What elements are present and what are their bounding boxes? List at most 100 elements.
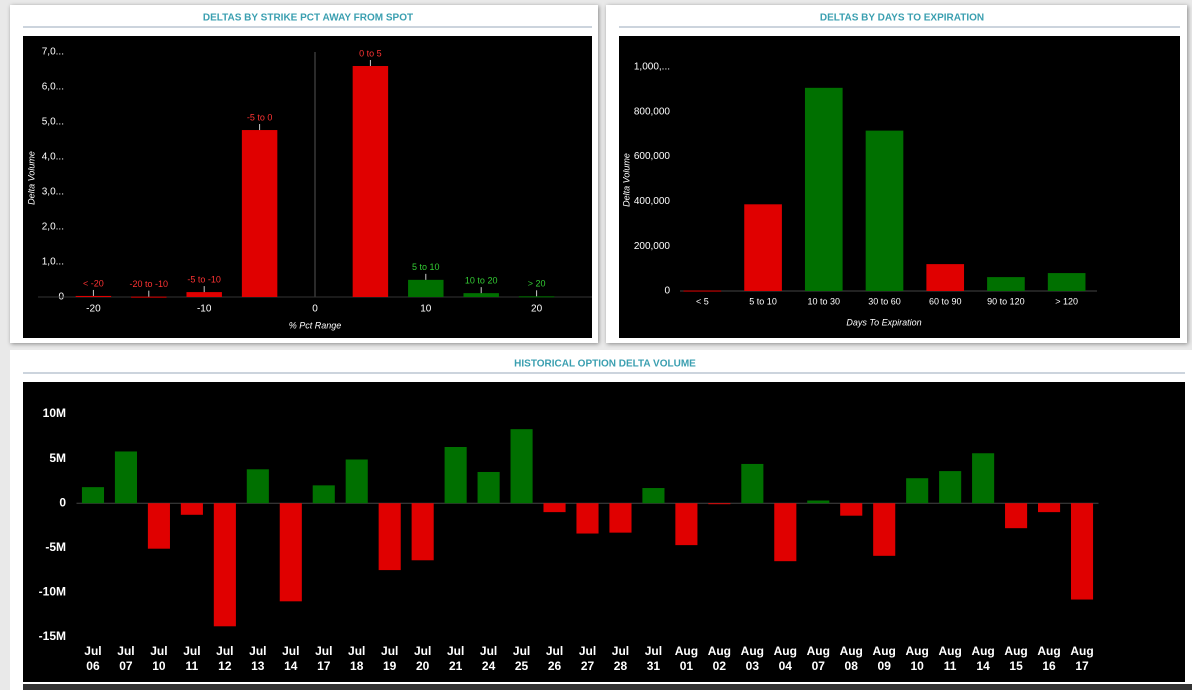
y-tick-label: 3,0... xyxy=(42,187,64,198)
bar xyxy=(114,451,137,504)
bar xyxy=(1038,503,1061,513)
bar xyxy=(807,500,830,504)
bar xyxy=(75,295,112,297)
x-tick-label: Aug 17 xyxy=(1070,644,1094,673)
bar xyxy=(865,130,904,291)
x-axis-label: Days To Expiration xyxy=(846,317,921,327)
x-tick-label: Jul 27 xyxy=(578,644,597,673)
bar xyxy=(213,503,236,627)
bar xyxy=(840,503,863,516)
bar xyxy=(378,503,401,571)
y-tick-label: 5M xyxy=(49,451,66,465)
x-tick-label: Aug 15 xyxy=(1004,644,1028,673)
y-tick-label: 6,0... xyxy=(42,82,64,93)
x-tick-label: Aug 16 xyxy=(1037,644,1061,673)
x-tick-label: -20 xyxy=(86,304,101,315)
y-tick-label: 0 xyxy=(664,286,670,297)
x-tick-label: 10 xyxy=(420,304,432,315)
y-tick-label: 400,000 xyxy=(634,196,671,207)
y-tick-label: 0 xyxy=(59,495,66,509)
y-tick-label: 600,000 xyxy=(634,151,671,162)
x-tick-label: < 5 xyxy=(696,296,709,306)
bar xyxy=(804,87,843,291)
x-tick-label: 5 to 10 xyxy=(749,296,777,306)
x-tick-label: Jul 07 xyxy=(117,644,135,673)
bar xyxy=(180,503,203,515)
bar xyxy=(444,447,467,504)
x-tick-label: Jul 18 xyxy=(348,644,366,673)
bar xyxy=(186,292,222,297)
bar xyxy=(1005,503,1028,529)
bar xyxy=(246,469,269,504)
x-tick-label: 10 to 30 xyxy=(808,296,841,306)
x-tick-label: Jul 17 xyxy=(315,644,333,673)
x-tick-label: Jul 28 xyxy=(611,644,630,673)
bar xyxy=(987,277,1025,291)
bar xyxy=(939,471,962,504)
x-tick-label: Jul 20 xyxy=(413,644,432,673)
x-tick-label: Aug 02 xyxy=(707,644,732,673)
bar xyxy=(543,503,566,513)
y-tick-label: 7,0... xyxy=(42,47,64,58)
x-tick-label: Jul 26 xyxy=(545,644,564,673)
bar xyxy=(477,471,500,504)
y-tick-label: -10M xyxy=(39,585,66,599)
bar-label: -20 to -10 xyxy=(130,279,169,289)
bar xyxy=(241,130,278,297)
x-axis-label: % Pct Range xyxy=(289,320,342,330)
y-tick-label: 5,0... xyxy=(42,117,64,128)
bar xyxy=(352,66,389,297)
bar xyxy=(741,463,764,504)
x-tick-label: Jul 14 xyxy=(282,644,300,673)
bar xyxy=(131,296,167,298)
x-tick-label: 0 xyxy=(312,304,318,315)
x-tick-label: Jul 25 xyxy=(512,644,531,673)
bar xyxy=(926,264,965,291)
bar xyxy=(312,485,335,504)
bar xyxy=(279,503,302,602)
bar xyxy=(576,503,599,534)
y-tick-label: 2,0... xyxy=(42,222,64,233)
bar xyxy=(81,487,105,504)
y-tick-label: 10M xyxy=(43,406,66,420)
x-tick-label: Jul 12 xyxy=(216,644,234,673)
x-tick-label: Jul 10 xyxy=(150,644,168,673)
x-tick-label: -10 xyxy=(197,304,212,315)
footer-strip xyxy=(23,684,1192,690)
x-tick-label: Jul 21 xyxy=(446,644,465,673)
x-tick-label: Aug 08 xyxy=(839,644,863,673)
y-axis-label: Delta Volume xyxy=(26,151,36,205)
bar xyxy=(510,429,533,504)
x-tick-label: Aug 14 xyxy=(971,644,995,673)
bar xyxy=(906,478,929,504)
y-tick-label: 1,000,... xyxy=(634,62,670,73)
y-tick-label: -15M xyxy=(39,629,66,643)
bar xyxy=(683,290,722,292)
bar-label: 5 to 10 xyxy=(412,262,440,272)
bar-label: 10 to 20 xyxy=(465,276,498,286)
x-tick-label: Aug 03 xyxy=(740,644,764,673)
y-tick-label: 4,0... xyxy=(42,152,64,163)
bar-label: -5 to 0 xyxy=(247,112,273,122)
x-tick-label: Jul 24 xyxy=(479,644,498,673)
x-tick-label: Aug 11 xyxy=(938,644,962,673)
y-tick-label: -5M xyxy=(45,540,66,554)
bar xyxy=(675,503,698,546)
panel-title: DELTAS BY DAYS TO EXPIRATION xyxy=(820,13,984,24)
bar-label: -5 to -10 xyxy=(187,274,221,284)
x-tick-label: Aug 07 xyxy=(806,644,830,673)
y-tick-label: 1,0... xyxy=(42,257,64,268)
bar xyxy=(1047,273,1086,291)
bar xyxy=(411,503,434,561)
bar xyxy=(708,503,731,505)
bar xyxy=(609,503,632,533)
panel-title: HISTORICAL OPTION DELTA VOLUME xyxy=(514,359,696,370)
bar xyxy=(774,503,797,562)
y-axis-label: Delta Volume xyxy=(621,153,631,207)
x-tick-label: Aug 09 xyxy=(872,644,896,673)
x-tick-label: > 120 xyxy=(1055,296,1078,306)
bar xyxy=(744,204,782,291)
x-tick-label: Jul 19 xyxy=(381,644,399,673)
